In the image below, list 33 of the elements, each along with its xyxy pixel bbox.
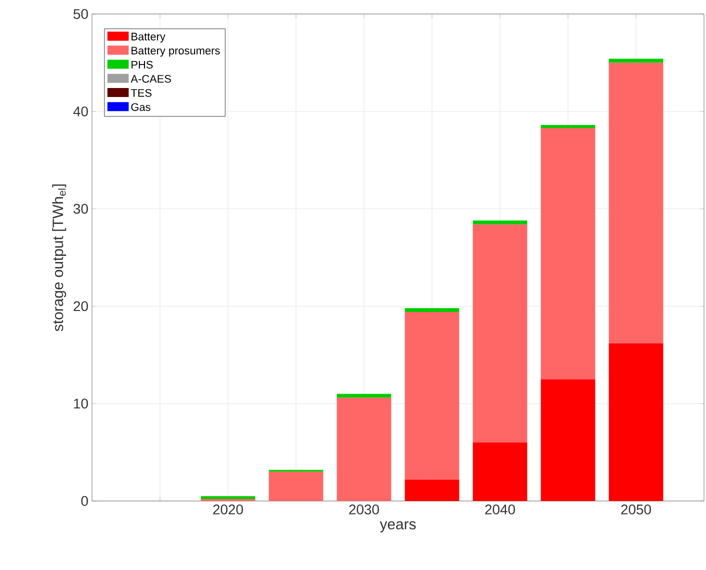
bar [404,308,460,312]
bar [200,496,256,500]
x-tick-label: 2050 [621,504,651,514]
x-tick-label: 2030 [349,504,379,514]
y-tick-label: 0 [81,496,88,506]
bar [336,394,392,398]
legend-label: PHS [132,60,153,69]
bar [608,343,664,501]
legend-label: Battery [132,32,166,43]
bar [540,128,596,380]
x-axis-title: years [380,521,416,532]
legend-label: Battery prosumers [132,46,220,57]
y-tick-label: 20 [74,301,88,312]
y-tick-label: 10 [74,398,88,409]
y-tick-label: 50 [74,9,88,19]
y-tick-label: 30 [73,204,88,214]
bar [540,125,596,128]
bar [404,480,460,501]
legend-label: Gas [131,103,150,111]
bar [472,224,528,443]
bar [268,472,324,501]
x-tick-label: 2040 [485,504,515,514]
bar [608,62,664,344]
bar [404,312,460,480]
bar [472,442,528,501]
bar [472,220,528,224]
y-tick-label: 40 [73,106,88,116]
x-tick-label: 2020 [213,504,243,514]
legend-label: TES [130,89,152,97]
legend-label: A-CAES [130,74,171,83]
bar [336,398,392,501]
y-axis-title: storage output [TWh$_{el}$] [52,184,66,332]
bar [540,379,596,501]
